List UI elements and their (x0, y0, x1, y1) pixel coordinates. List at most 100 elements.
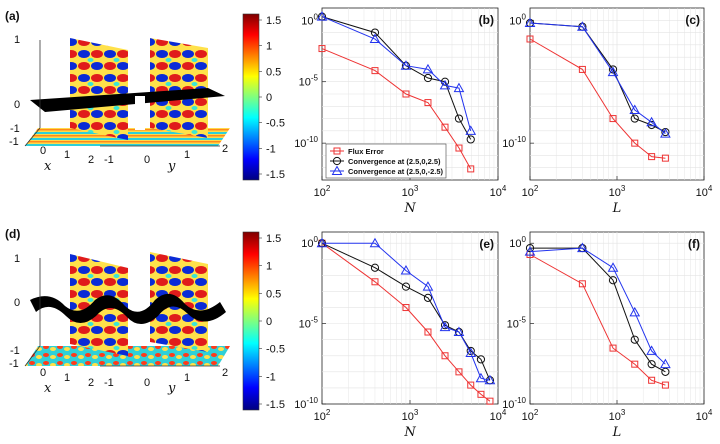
panel-label-d: (d) (5, 227, 20, 241)
x-tick-label: 102 (314, 408, 331, 423)
triangle-marker (660, 128, 671, 138)
circle-marker (423, 293, 433, 302)
surface-sheet (30, 293, 226, 324)
triangle-marker (475, 372, 487, 383)
square-marker (318, 45, 326, 53)
triangle-marker (629, 306, 641, 317)
legend-entry: Flux Error (348, 147, 384, 156)
colorbar-gradient (242, 231, 260, 411)
y-tick-label: 10-5 (299, 316, 319, 331)
colorbar-tick-label: 0 (266, 316, 272, 328)
square-marker (648, 153, 656, 161)
triangle-marker (607, 66, 619, 77)
triangle-marker (316, 11, 328, 21)
square-marker (526, 35, 534, 43)
colorbar-tick-label: -0.5 (266, 118, 285, 130)
square-marker (609, 344, 617, 352)
square-marker (578, 280, 586, 288)
x-tick-label: 104 (696, 184, 713, 199)
y-axis-title: y (167, 381, 176, 396)
colorbar-tick-label: 0.5 (266, 66, 281, 78)
triangle-marker (607, 262, 619, 272)
square-marker (661, 154, 669, 162)
x-tick-label: 103 (609, 184, 626, 199)
square-marker (661, 381, 669, 389)
x-tick-label: 102 (522, 408, 539, 423)
square-marker (467, 165, 475, 173)
x-tick-label: 104 (490, 184, 507, 199)
series-line (529, 247, 666, 365)
panel-label: (e) (479, 237, 494, 251)
colorbar-tick-label: -1 (266, 371, 276, 383)
square-marker (424, 328, 432, 336)
triangle-marker (422, 281, 434, 291)
panel-label: (f) (688, 237, 700, 251)
y-tick-label: 10-10 (294, 135, 318, 150)
colorbar-tick-label: -1.5 (266, 399, 285, 411)
square-marker (455, 368, 463, 376)
surface-sheet (30, 88, 225, 112)
surface-panel-d: (d) 1 0 -1 -1 0 1 2 -1 0 1 2 x y (5, 227, 230, 396)
triangle-marker (646, 345, 657, 355)
x-tick-label: 104 (696, 408, 713, 423)
x-tick-label: 103 (402, 408, 419, 423)
x-axis-title: N (403, 201, 416, 216)
colorbar-tick-label: 1 (266, 261, 272, 273)
colorbar-tick-label: -0.5 (266, 344, 285, 356)
triangle-marker (577, 21, 588, 31)
triangle-marker (484, 374, 496, 385)
x-axis-title: L (612, 425, 622, 440)
square-marker (631, 360, 639, 368)
triangle-marker (422, 63, 434, 74)
x-axis (24, 127, 41, 147)
x-axis-title: x (44, 159, 52, 174)
series-line (530, 247, 666, 373)
y-tick: 2 (222, 367, 228, 379)
gap-tick: -1 (9, 136, 19, 148)
x-tick: 0 (40, 145, 46, 157)
circle-marker (466, 346, 475, 356)
triangle-marker (453, 326, 465, 337)
colorbar-tick-label: 1.5 (266, 233, 281, 245)
series-line (321, 48, 472, 170)
panel-label: (b) (479, 13, 494, 27)
circle-marker (630, 114, 639, 123)
square-marker (467, 381, 475, 389)
colorbar-tick-label: -1.5 (266, 169, 285, 181)
z-tick: 0 (14, 99, 20, 111)
x-tick-label: 102 (522, 184, 539, 199)
square-marker (424, 99, 432, 107)
colorbar-tick-label: 0.5 (266, 288, 281, 300)
x-axis-title: x (44, 381, 52, 396)
legend-entry: Convergence at (2.5,0,-2.5) (348, 167, 444, 176)
y-axis-title: y (167, 159, 176, 174)
triangle-marker (524, 246, 536, 256)
colorbar-tick-label: 1 (266, 41, 272, 53)
square-marker (441, 352, 449, 360)
circle-marker (466, 135, 475, 144)
triangle-marker (465, 125, 477, 135)
x-tick: 1 (64, 372, 70, 384)
y-tick-label: 100 (509, 12, 526, 27)
y-tick-label: 10-5 (299, 74, 319, 89)
colorbar-tick-label: 0 (266, 92, 272, 104)
square-marker (371, 67, 379, 75)
square-marker (578, 65, 586, 73)
colorbar-tick-label: -1 (266, 143, 276, 155)
legend-box (325, 143, 447, 179)
y-tick: -1 (104, 154, 114, 166)
circle-marker (332, 156, 342, 166)
x-tick-label: 103 (609, 408, 626, 423)
triangle-marker (465, 347, 477, 357)
vertical-slice-left (70, 38, 128, 140)
series-line (321, 242, 491, 381)
triangle-marker (400, 265, 412, 275)
circle-marker (440, 321, 450, 330)
y-tick-label: 10-5 (507, 316, 527, 331)
y-tick: 2 (222, 143, 228, 155)
square-marker (477, 390, 485, 398)
square-marker (455, 144, 463, 152)
circle-marker (608, 276, 618, 285)
